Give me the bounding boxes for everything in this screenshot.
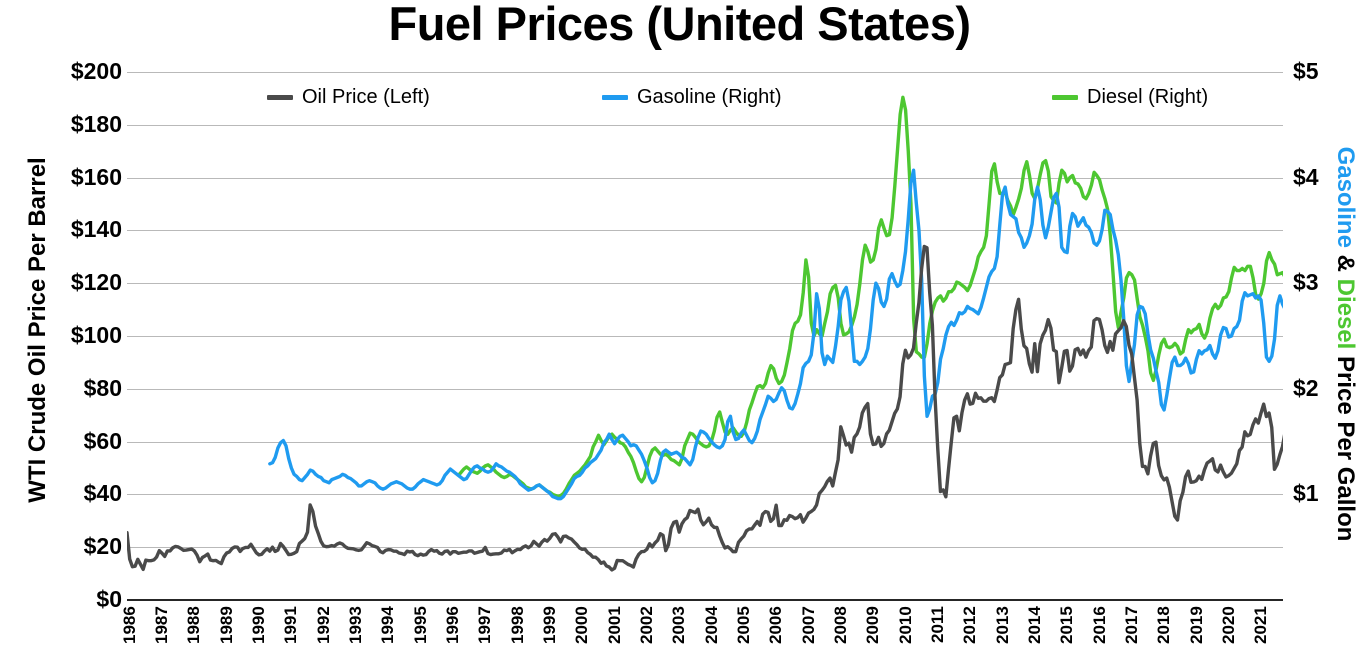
x-tick-label: 2012 (960, 606, 980, 644)
x-tick-label: 2000 (572, 606, 592, 644)
x-tick-label: 2018 (1154, 606, 1174, 644)
y-tick-left-label: $200 (70, 58, 122, 84)
x-tick-label: 2016 (1089, 606, 1109, 644)
gridline (127, 283, 1283, 284)
gridline (127, 178, 1283, 179)
legend-label-oil: Oil Price (Left) (302, 86, 430, 108)
x-tick-label: 2011 (927, 606, 947, 643)
chart-title: Fuel Prices (United States) (388, 0, 972, 50)
gridline (127, 494, 1283, 495)
legend-label-gasoline: Gasoline (Right) (637, 86, 782, 108)
x-tick-label: 1997 (475, 606, 495, 644)
x-tick-label: 1991 (281, 606, 301, 644)
x-tick-label: 1989 (216, 606, 236, 644)
legend-swatch-diesel (1052, 95, 1078, 100)
y-axis-right-title-gasoline: Gasoline (1332, 146, 1359, 248)
y-tick-left-label: $60 (83, 427, 122, 454)
x-tick-label: 2010 (895, 606, 915, 644)
x-tick-label: 1986 (119, 606, 139, 644)
gridline (127, 72, 1283, 73)
x-axis-line (127, 599, 1283, 601)
y-tick-left-label: $160 (70, 163, 122, 190)
legend-item-oil[interactable]: Oil Price (Left) (267, 86, 430, 109)
y-tick-right-label: $4 (1293, 163, 1319, 190)
x-tick-label: 2009 (863, 606, 883, 644)
legend-swatch-oil (267, 95, 293, 100)
x-tick-label: 1999 (539, 606, 559, 644)
y-tick-right-label: $5 (1293, 58, 1319, 84)
legend-item-gasoline[interactable]: Gasoline (Right) (602, 86, 782, 109)
chart-legend: Oil Price (Left) Gasoline (Right) Diesel… (127, 86, 1283, 110)
y-tick-left-label: $0 (96, 586, 122, 612)
x-tick-label: 2003 (669, 606, 689, 644)
x-tick-label: 2001 (604, 606, 624, 644)
y-tick-left-label: $140 (70, 216, 122, 243)
series-line-gasoline (268, 168, 1283, 501)
x-tick-label: 2019 (1186, 606, 1206, 644)
legend-swatch-gasoline (602, 95, 628, 100)
plot-area (127, 72, 1283, 600)
x-tick-label: 1992 (313, 606, 333, 644)
y-tick-left-label: $100 (70, 322, 122, 348)
y-tick-left-label: $180 (70, 110, 122, 137)
x-tick-label: 2017 (1121, 606, 1141, 644)
y-tick-left-label: $40 (83, 480, 122, 507)
gridline (127, 389, 1283, 390)
x-tick-label: 1990 (248, 606, 268, 644)
legend-label-diesel: Diesel (Right) (1087, 86, 1209, 108)
gridline (127, 336, 1283, 337)
x-tick-label: 2008 (830, 606, 850, 644)
legend-item-diesel[interactable]: Diesel (Right) (1052, 86, 1208, 109)
series-canvas (127, 95, 1283, 572)
x-tick-label: 2020 (1218, 606, 1238, 644)
x-tick-label: 2013 (992, 606, 1012, 644)
x-tick-label: 1995 (410, 606, 430, 644)
x-tick-label: 2014 (1024, 606, 1044, 644)
x-tick-label: 1987 (151, 606, 171, 644)
y-tick-right-label: $1 (1293, 480, 1319, 507)
gridline (127, 442, 1283, 443)
y-tick-right-label: $2 (1293, 374, 1319, 401)
series-line-oil (127, 244, 1283, 572)
gridline (127, 547, 1283, 548)
x-tick-label: 2021 (1251, 606, 1271, 644)
x-tick-label: 2002 (636, 606, 656, 644)
x-tick-label: 1998 (507, 606, 527, 644)
y-tick-left-label: $20 (83, 533, 122, 560)
x-tick-label: 2015 (1057, 606, 1077, 644)
x-tick-label: 1994 (378, 606, 398, 644)
y-tick-left-label: $80 (83, 374, 122, 401)
x-tick-label: 2006 (766, 606, 786, 644)
gridline (127, 230, 1283, 231)
gridline (127, 125, 1283, 126)
x-tick-label: 1996 (442, 606, 462, 644)
y-tick-right-label: $3 (1293, 269, 1319, 296)
x-tick-label: 2004 (701, 606, 721, 644)
x-tick-label: 2007 (798, 606, 818, 644)
x-tick-label: 2005 (733, 606, 753, 644)
y-tick-left-label: $120 (70, 269, 122, 296)
x-tick-label: 1993 (345, 606, 365, 644)
x-tick-label: 1988 (184, 606, 204, 644)
